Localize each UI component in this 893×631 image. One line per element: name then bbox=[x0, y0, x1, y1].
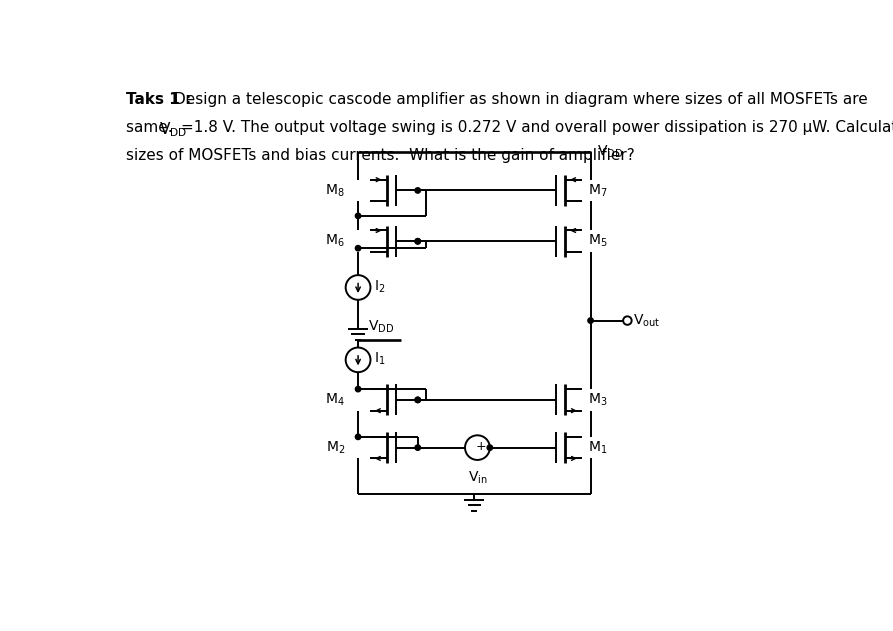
Circle shape bbox=[355, 245, 361, 251]
Circle shape bbox=[415, 445, 421, 451]
Text: =1.8 V. The output voltage swing is 0.272 V and overall power dissipation is 270: =1.8 V. The output voltage swing is 0.27… bbox=[181, 121, 893, 136]
Text: M$_{\mathregular{6}}$: M$_{\mathregular{6}}$ bbox=[325, 233, 345, 249]
Circle shape bbox=[355, 386, 361, 392]
Text: I$_{\mathregular{1}}$: I$_{\mathregular{1}}$ bbox=[373, 351, 385, 367]
Circle shape bbox=[588, 318, 593, 323]
Text: M$_{\mathregular{1}}$: M$_{\mathregular{1}}$ bbox=[588, 439, 607, 456]
Text: V$_{\mathregular{DD}}$: V$_{\mathregular{DD}}$ bbox=[368, 319, 395, 335]
Text: M$_{\mathregular{3}}$: M$_{\mathregular{3}}$ bbox=[588, 392, 608, 408]
Text: V$_{\mathregular{in}}$: V$_{\mathregular{in}}$ bbox=[468, 469, 488, 486]
Text: V$_{\mathregular{DD}}$: V$_{\mathregular{DD}}$ bbox=[159, 121, 188, 139]
Text: Taks 1 :: Taks 1 : bbox=[126, 92, 196, 107]
Text: Design a telescopic cascode amplifier as shown in diagram where sizes of all MOS: Design a telescopic cascode amplifier as… bbox=[173, 92, 867, 107]
Text: V$_{\mathregular{out}}$: V$_{\mathregular{out}}$ bbox=[633, 312, 661, 329]
Text: V$_{\mathregular{DD}}$: V$_{\mathregular{DD}}$ bbox=[597, 144, 623, 160]
Text: M$_{\mathregular{5}}$: M$_{\mathregular{5}}$ bbox=[588, 233, 608, 249]
Circle shape bbox=[355, 434, 361, 440]
Text: sizes of MOSFETs and bias currents.  What is the gain of amplifier?: sizes of MOSFETs and bias currents. What… bbox=[126, 148, 634, 163]
Text: M$_{\mathregular{2}}$: M$_{\mathregular{2}}$ bbox=[326, 439, 345, 456]
Circle shape bbox=[415, 239, 421, 244]
Text: same.: same. bbox=[126, 121, 177, 136]
Text: M$_{\mathregular{8}}$: M$_{\mathregular{8}}$ bbox=[325, 182, 345, 199]
Text: M$_{\mathregular{7}}$: M$_{\mathregular{7}}$ bbox=[588, 182, 608, 199]
Circle shape bbox=[487, 445, 493, 451]
Text: I$_{\mathregular{2}}$: I$_{\mathregular{2}}$ bbox=[373, 278, 385, 295]
Circle shape bbox=[355, 213, 361, 218]
Circle shape bbox=[415, 188, 421, 193]
Circle shape bbox=[415, 397, 421, 403]
Text: +: + bbox=[475, 440, 486, 453]
Circle shape bbox=[415, 239, 421, 244]
Text: M$_{\mathregular{4}}$: M$_{\mathregular{4}}$ bbox=[325, 392, 345, 408]
Circle shape bbox=[415, 397, 421, 403]
